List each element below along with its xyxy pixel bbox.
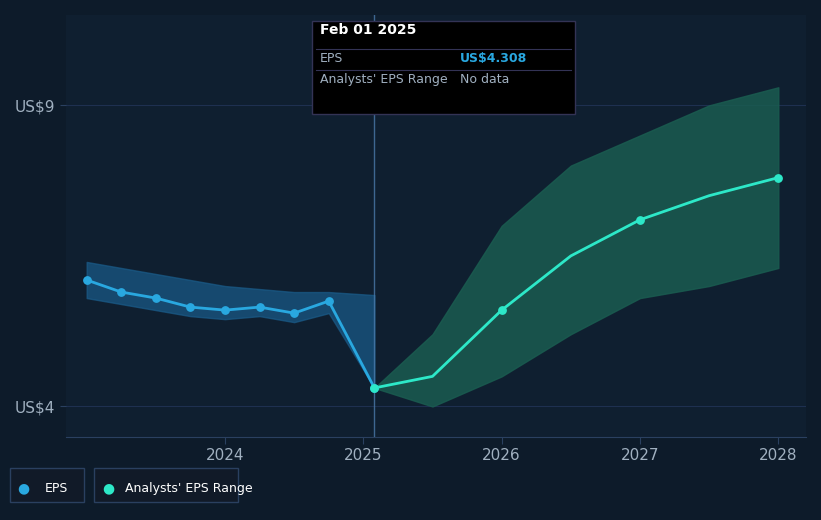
Text: US$4.308: US$4.308 <box>460 53 527 66</box>
Point <box>368 384 381 392</box>
Point <box>772 174 785 182</box>
Text: ●: ● <box>103 482 114 496</box>
Text: Analysts Forecasts: Analysts Forecasts <box>381 33 511 47</box>
Point <box>368 384 381 392</box>
Point <box>253 303 266 311</box>
Text: Actual: Actual <box>323 33 368 47</box>
Text: Analysts' EPS Range: Analysts' EPS Range <box>125 483 252 495</box>
Point <box>218 306 232 314</box>
Point <box>184 303 197 311</box>
Point <box>287 309 300 317</box>
Point <box>115 288 128 296</box>
Point <box>495 306 508 314</box>
Point <box>80 276 94 284</box>
Point <box>322 297 335 305</box>
Text: Feb 01 2025: Feb 01 2025 <box>320 23 416 37</box>
Text: Analysts' EPS Range: Analysts' EPS Range <box>320 73 447 86</box>
Text: No data: No data <box>460 73 509 86</box>
Point <box>634 216 647 224</box>
Text: EPS: EPS <box>320 53 343 66</box>
Text: ●: ● <box>17 482 29 496</box>
Point <box>149 294 163 302</box>
Text: EPS: EPS <box>45 483 68 495</box>
